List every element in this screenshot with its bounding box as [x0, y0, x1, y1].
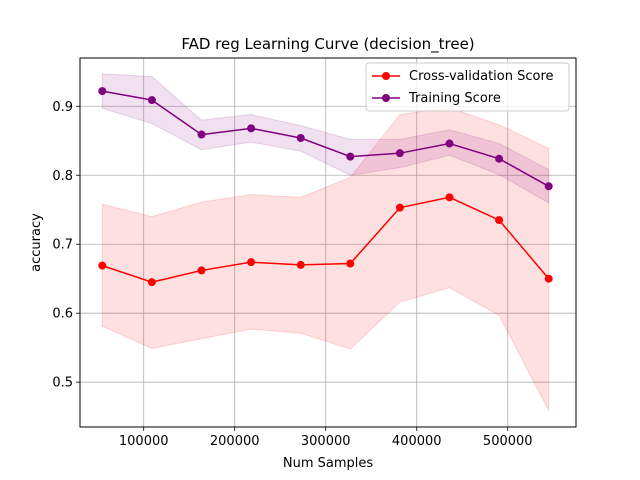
- cv-data-point: [495, 216, 504, 225]
- chart-title: FAD reg Learning Curve (decision_tree): [181, 35, 474, 54]
- train-data-point: [346, 152, 355, 161]
- cv-score-line: [102, 196, 550, 283]
- cv-data-point: [147, 278, 156, 287]
- legend: Cross-validation Score Training Score: [365, 62, 570, 112]
- train-score-line: [102, 90, 550, 187]
- legend-train-label: Training Score: [408, 91, 501, 106]
- y-tick-label: 0.5: [52, 376, 73, 391]
- cv-data-point: [98, 261, 107, 270]
- series-lines: [98, 87, 553, 287]
- train-data-point: [247, 124, 256, 133]
- x-axis-label: Num Samples: [283, 456, 374, 471]
- cv-data-point: [296, 260, 305, 269]
- train-data-point: [98, 87, 107, 96]
- train-data-point: [495, 154, 504, 163]
- y-tick-label: 0.6: [52, 307, 73, 322]
- legend-train-marker: [382, 94, 390, 102]
- cv-data-point: [247, 258, 256, 267]
- x-tick-label: 100000: [119, 434, 169, 449]
- cv-confidence-band: [101, 107, 550, 411]
- cv-data-point: [544, 274, 553, 283]
- train-data-point: [544, 182, 553, 191]
- train-confidence-band: [101, 73, 550, 204]
- train-data-point: [147, 96, 156, 105]
- x-tick-label: 500000: [483, 434, 533, 449]
- x-tick-label: 300000: [301, 434, 351, 449]
- train-data-point: [197, 130, 206, 139]
- cv-data-point: [445, 193, 454, 202]
- cv-data-point: [197, 266, 206, 275]
- train-data-point: [395, 149, 404, 158]
- y-tick-label: 0.7: [52, 238, 73, 253]
- train-data-point: [296, 134, 305, 143]
- x-tick-label: 200000: [210, 434, 260, 449]
- legend-box: [365, 62, 570, 112]
- legend-cv-label: Cross-validation Score: [409, 69, 554, 84]
- train-data-point: [445, 139, 454, 148]
- cv-data-point: [395, 203, 404, 212]
- confidence-bands: [101, 73, 550, 411]
- axis-ticks: 100000 200000 300000 400000 500000 0.5 0.6 0.7 0…: [52, 100, 532, 449]
- x-tick-label: 400000: [392, 434, 442, 449]
- y-axis-label: accuracy: [29, 213, 44, 272]
- y-tick-label: 0.8: [52, 169, 73, 184]
- legend-cv-marker: [382, 72, 390, 80]
- cv-data-point: [346, 259, 355, 268]
- y-tick-label: 0.9: [52, 100, 73, 115]
- plot-frame: [79, 57, 577, 428]
